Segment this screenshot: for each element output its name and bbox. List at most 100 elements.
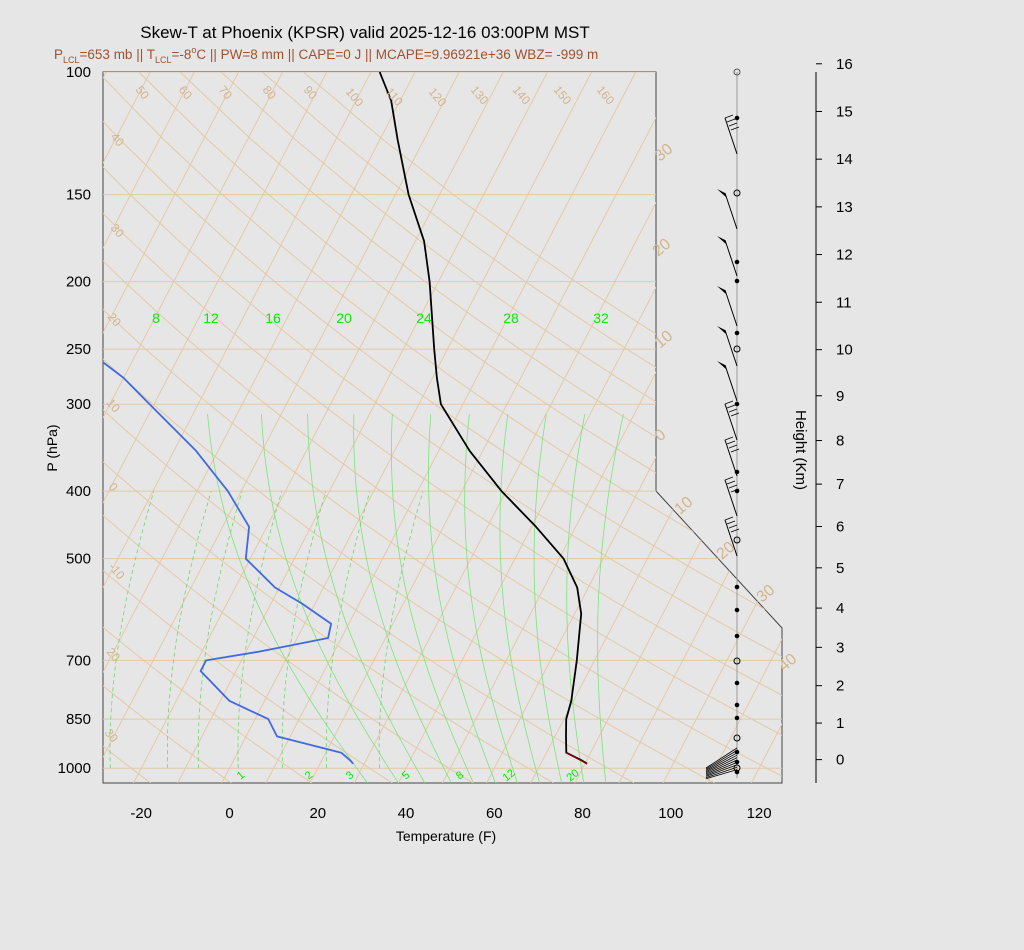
- wind-dot: [733, 189, 741, 197]
- wind-dot: [734, 633, 740, 639]
- wind-barb-shaft: [724, 479, 738, 517]
- mixing-ratio-line: [325, 491, 371, 769]
- dry-adiabat-label: 10: [672, 494, 697, 519]
- isotherm-line: [103, 72, 239, 783]
- wind-barb-flag: [717, 236, 727, 245]
- wind-dot: [734, 259, 740, 265]
- mixing-ratio-line: [109, 491, 155, 769]
- y-tick-label: 100: [66, 64, 91, 81]
- y-tick-label: 1000: [58, 760, 91, 777]
- wind-dot: [733, 657, 741, 665]
- isotherm-line: [103, 72, 284, 783]
- isotherm-label: 40: [108, 130, 128, 149]
- isotherm-label: 30: [108, 221, 128, 240]
- y-tick-label: 400: [66, 483, 91, 500]
- wind-barb-feather: [724, 476, 734, 481]
- wind-barb-surface: [705, 769, 738, 780]
- moist-adiabat-line: [597, 414, 624, 783]
- isotherm-line: [1016, 72, 1024, 783]
- dry-adiabat-line: [103, 72, 151, 783]
- isotherm-line: [177, 72, 548, 783]
- dry-adiabat-line: [103, 72, 715, 783]
- x-axis-label: Temperature (F): [396, 828, 496, 844]
- isotherm-line: [796, 72, 1024, 783]
- wind-barb-shaft: [724, 364, 738, 402]
- temperature-profile-line: [378, 72, 588, 765]
- wind-barb-flag: [717, 189, 727, 198]
- chart-title-group: Skew-T at Phoenix (KPSR) valid 2025-12-1…: [54, 23, 598, 65]
- wind-dot: [734, 607, 740, 613]
- isotherm-line: [103, 72, 416, 783]
- moist-adiabat-line: [207, 414, 368, 783]
- wind-dot: [733, 536, 741, 544]
- height-tick-label: 6: [836, 519, 844, 536]
- mixing-ratio-label: 32: [593, 310, 609, 326]
- wind-barb-feather: [726, 118, 736, 123]
- background-labels: 50 60 70 80 90 100 110 120 130 140 150 160403020100…: [102, 83, 801, 784]
- mixing-ratio-label: 20: [336, 310, 352, 326]
- sounding-profiles: [103, 72, 588, 765]
- x-tick-label: 0: [225, 805, 233, 822]
- height-tick-label: 4: [836, 600, 844, 617]
- wind-barb-shaft: [724, 439, 738, 477]
- isotherm-line: [309, 72, 681, 783]
- wind-barb-feather: [730, 488, 740, 493]
- height-tick-label: 0: [836, 752, 844, 769]
- height-tick-label: 12: [836, 247, 853, 264]
- wind-barb-feather: [726, 520, 736, 525]
- mixing-ratio-label: 24: [416, 310, 432, 326]
- y-tick-label: 150: [66, 187, 91, 204]
- wind-dot: [734, 702, 740, 708]
- wind-barb-feather: [728, 122, 738, 127]
- wind-barb-surface: [705, 750, 738, 770]
- wind-barb-shaft: [724, 239, 738, 277]
- height-tick-label: 11: [836, 294, 852, 311]
- y-tick-label: 200: [66, 274, 91, 291]
- isotherm-label: 80: [260, 83, 280, 102]
- dry-adiabat-line: [261, 72, 782, 783]
- isotherm-label: 150: [551, 83, 575, 108]
- wind-circle: [733, 68, 741, 76]
- wind-dot: [734, 115, 740, 121]
- dry-adiabat-line: [103, 72, 474, 783]
- isotherm-line: [221, 72, 592, 783]
- y-tick-label: 500: [66, 551, 91, 568]
- wind-barb-shaft: [724, 117, 738, 155]
- subtitle-t-lcl-sub: LCL: [155, 55, 172, 65]
- isotherm-line: [103, 72, 328, 783]
- height-tick-label: 5: [836, 560, 844, 577]
- height-tick-label: 13: [836, 199, 853, 216]
- mixing-ratio-label: 12: [203, 310, 219, 326]
- wind-barb-feather: [730, 412, 740, 417]
- isotherm-line: [662, 72, 782, 783]
- wind-barbs-column: [705, 68, 741, 780]
- dry-adiabat-line: [103, 72, 635, 783]
- wind-barb-flag: [717, 286, 727, 295]
- isotherm-label: 30: [102, 726, 122, 745]
- mixing-ratio-label: 3: [344, 769, 356, 782]
- wind-barb-feather: [724, 436, 734, 441]
- wind-barb-surface: [705, 764, 738, 777]
- isotherm-label: 100: [343, 85, 367, 110]
- wind-dot: [733, 345, 741, 353]
- isotherm-line: [442, 72, 782, 783]
- dewpoint-profile-line: [103, 72, 354, 765]
- x-tick-label: 120: [747, 805, 772, 822]
- isotherm-label: 140: [510, 83, 534, 108]
- moist-adiabat-line: [464, 414, 518, 783]
- moist-adiabat-line: [566, 414, 586, 783]
- x-tick-label: -20: [130, 805, 152, 822]
- isotherm-line: [265, 72, 637, 783]
- wind-barb-feather: [728, 408, 738, 413]
- mixing-ratio-label: 16: [265, 310, 281, 326]
- wind-barb-shaft: [724, 519, 738, 557]
- y-tick-label: 250: [66, 341, 91, 358]
- y-axis-label: P (hPa): [44, 424, 60, 471]
- wind-barb-shaft: [724, 329, 738, 367]
- moist-adiabat-line: [428, 414, 496, 783]
- subtitle-p-lcl-value: =653 mb || T: [80, 47, 155, 62]
- height-tick-label: 2: [836, 678, 844, 695]
- dry-adiabat-line: [179, 72, 782, 783]
- wind-barb-shaft: [724, 403, 738, 441]
- dry-adiabat-line: [138, 72, 782, 783]
